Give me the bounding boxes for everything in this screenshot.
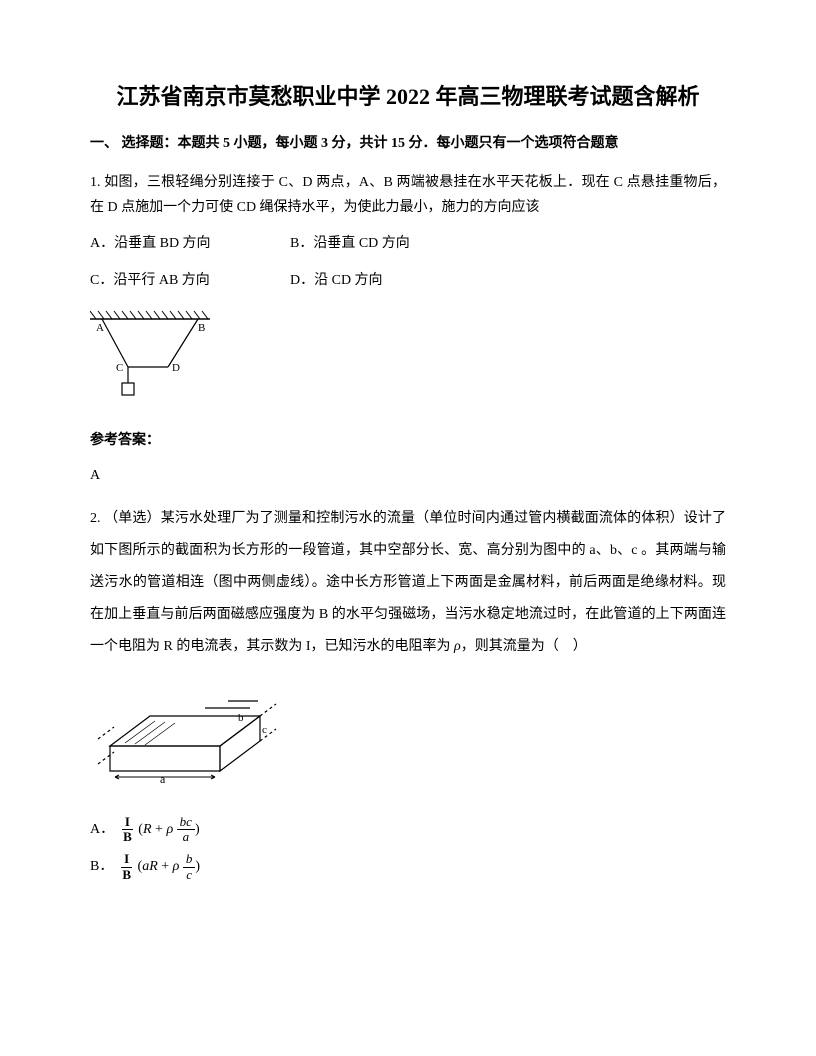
question-2: 2. （单选）某污水处理厂为了测量和控制污水的流量（单位时间内通过管内横截面流体… bbox=[90, 503, 726, 664]
q1-options: A．沿垂直 BD 方向 B．沿垂直 CD 方向 bbox=[90, 231, 726, 256]
q1-option-c: C．沿平行 AB 方向 bbox=[90, 268, 290, 293]
svg-text:b: b bbox=[238, 712, 244, 724]
q2-diagram: a b c bbox=[90, 671, 726, 800]
svg-text:a: a bbox=[160, 772, 166, 786]
page-title: 江苏省南京市莫愁职业中学 2022 年高三物理联考试题含解析 bbox=[90, 80, 726, 113]
q1-number: 1. bbox=[90, 175, 101, 190]
q1-option-d: D．沿 CD 方向 bbox=[290, 268, 490, 293]
q1-option-a: A．沿垂直 BD 方向 bbox=[90, 231, 290, 256]
q2-optB-formula: IB (aR + ρ bc ) bbox=[119, 852, 200, 882]
q2-prefix: （单选） bbox=[104, 511, 161, 526]
svg-text:c: c bbox=[262, 724, 267, 736]
q1-options-row2: C．沿平行 AB 方向 D．沿 CD 方向 bbox=[90, 268, 726, 293]
q1-answer-value: A bbox=[90, 463, 726, 488]
section-header: 一、 选择题：本题共 5 小题，每小题 3 分，共计 15 分．每小题只有一个选… bbox=[90, 131, 726, 156]
q2-option-a: A． IB (R + ρ bca ) bbox=[90, 815, 726, 845]
svg-text:A: A bbox=[96, 322, 104, 334]
svg-text:B: B bbox=[198, 322, 205, 334]
q2-optA-label: A． bbox=[90, 817, 114, 842]
svg-text:C: C bbox=[116, 362, 123, 374]
q2-end: ，则其流量为（ ） bbox=[461, 639, 587, 654]
q2-optA-formula: IB (R + ρ bca ) bbox=[120, 815, 200, 845]
question-1: 1. 如图，三根轻绳分别连接于 C、D 两点，A、B 两端被悬挂在水平天花板上．… bbox=[90, 170, 726, 220]
rho-symbol: ρ bbox=[454, 639, 461, 654]
svg-text:D: D bbox=[172, 362, 180, 374]
q2-body: 某污水处理厂为了测量和控制污水的流量（单位时间内通过管内横截面流体的体积）设计了… bbox=[90, 511, 726, 655]
q2-optB-label: B． bbox=[90, 854, 113, 879]
q2-option-b: B． IB (aR + ρ bc ) bbox=[90, 852, 726, 882]
q1-diagram: A B C D bbox=[90, 305, 726, 414]
q2-number: 2. bbox=[90, 511, 101, 526]
q1-answer-label: 参考答案： bbox=[90, 428, 726, 453]
q1-text: 如图，三根轻绳分别连接于 C、D 两点，A、B 两端被悬挂在水平天花板上．现在 … bbox=[90, 175, 726, 215]
q1-option-b: B．沿垂直 CD 方向 bbox=[290, 231, 490, 256]
